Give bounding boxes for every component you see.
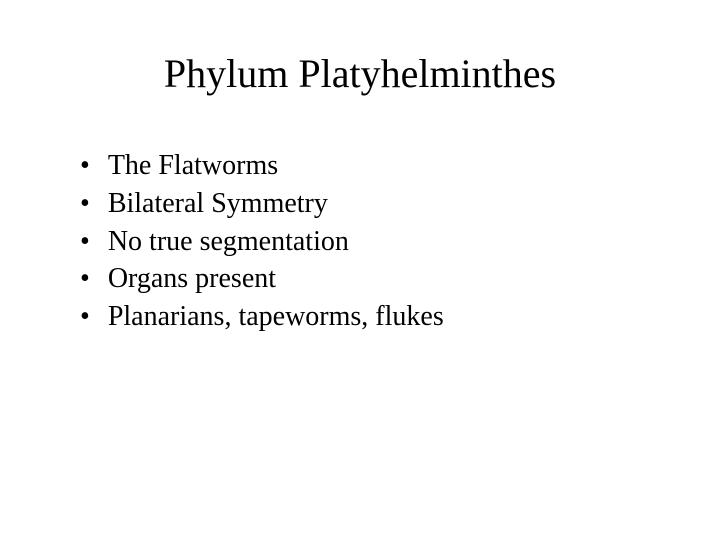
bullet-text: Organs present: [108, 260, 670, 298]
bullet-text: The Flatworms: [108, 147, 670, 185]
bullet-icon: •: [80, 223, 90, 261]
bullet-icon: •: [80, 260, 90, 298]
list-item: • Bilateral Symmetry: [80, 185, 670, 223]
slide-title: Phylum Platyhelminthes: [50, 50, 670, 97]
bullet-list: • The Flatworms • Bilateral Symmetry • N…: [50, 147, 670, 336]
bullet-icon: •: [80, 298, 90, 336]
slide-container: Phylum Platyhelminthes • The Flatworms •…: [0, 0, 720, 540]
bullet-text: No true segmentation: [108, 223, 670, 261]
bullet-text: Planarians, tapeworms, flukes: [108, 298, 670, 336]
bullet-text: Bilateral Symmetry: [108, 185, 670, 223]
list-item: • Planarians, tapeworms, flukes: [80, 298, 670, 336]
list-item: • No true segmentation: [80, 223, 670, 261]
list-item: • The Flatworms: [80, 147, 670, 185]
list-item: • Organs present: [80, 260, 670, 298]
bullet-icon: •: [80, 185, 90, 223]
bullet-icon: •: [80, 147, 90, 185]
